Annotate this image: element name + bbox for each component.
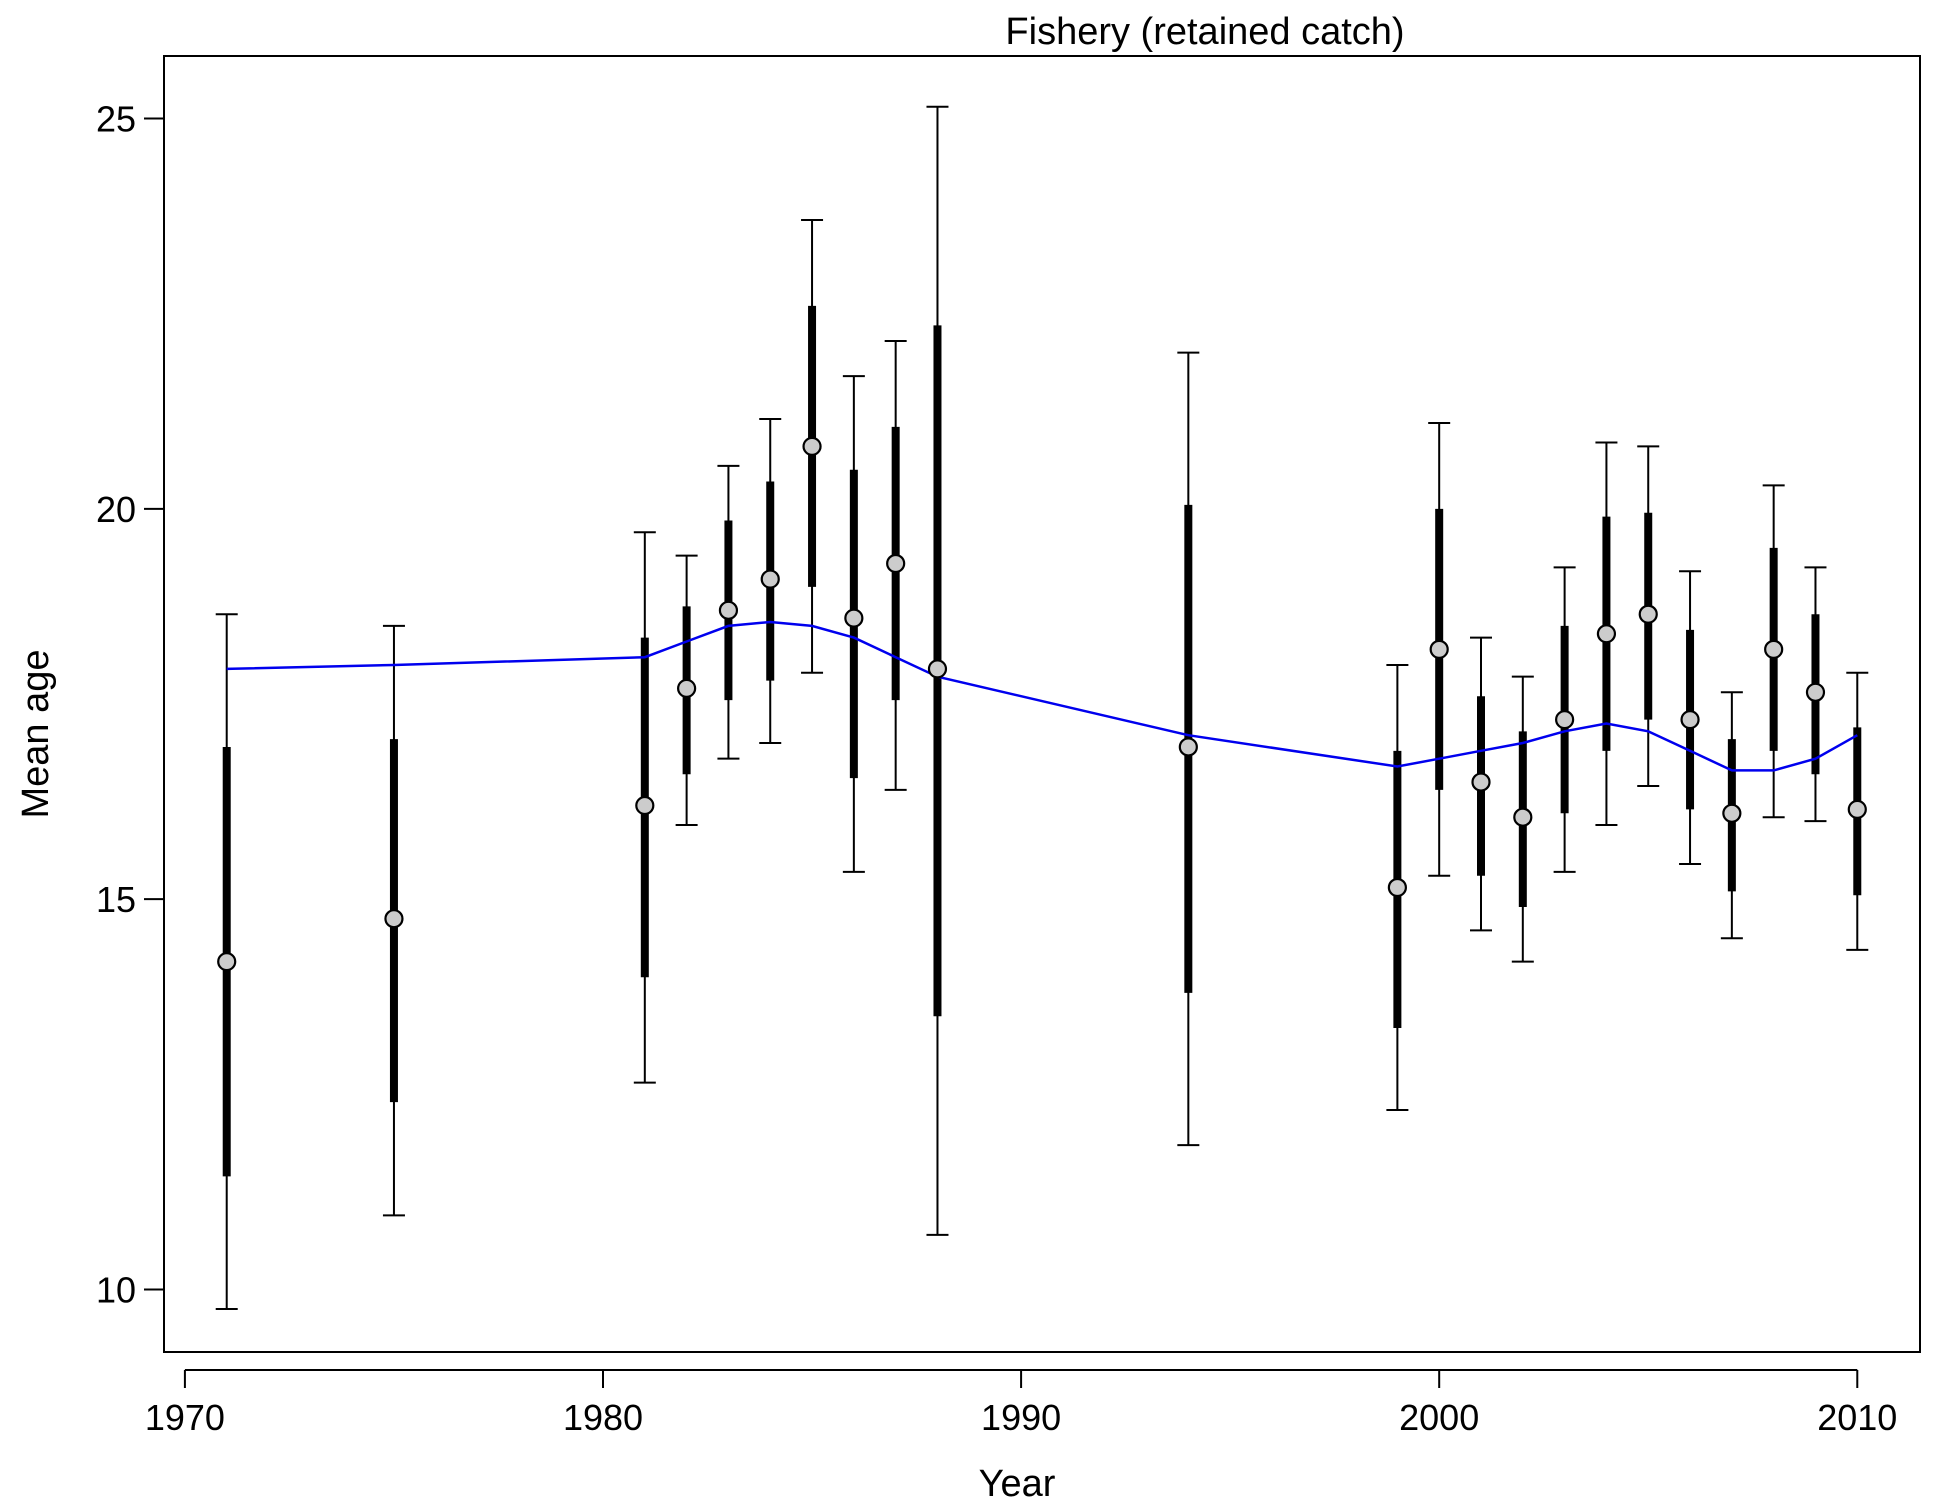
observed-point-1988 — [927, 659, 948, 679]
observed-point-2000 — [1429, 639, 1449, 659]
observed-point-2010 — [1847, 799, 1867, 819]
plot-frame — [163, 55, 1921, 1353]
x-tick-label-1980: 1980 — [563, 1397, 643, 1438]
observed-point-1975 — [384, 909, 404, 929]
expected-line-layer — [226, 620, 1858, 772]
observed-point-2009 — [1805, 682, 1826, 702]
observed-point-1985 — [802, 436, 822, 456]
x-axis: 1970 1980 1990 2000 2010 — [145, 1369, 1897, 1438]
y-tick-label-10: 10 — [96, 1270, 136, 1311]
observed-point-2003 — [1555, 710, 1575, 730]
observed-point-1987 — [886, 553, 906, 574]
observed-point-1982 — [677, 678, 697, 698]
y-tick-label-25: 25 — [96, 98, 136, 139]
x-tick-label-2000: 2000 — [1399, 1397, 1479, 1438]
y-axis-label: Mean age — [15, 649, 57, 818]
chart-title: Fishery (retained catch) — [1005, 11, 1404, 53]
expected-mean-age-line — [226, 620, 1858, 772]
x-axis-label: Year — [979, 1463, 1056, 1500]
observed-point-1994 — [1178, 737, 1198, 757]
observed-point-1983 — [718, 600, 739, 620]
observed-point-2008 — [1764, 639, 1784, 659]
x-tick-label-1970: 1970 — [145, 1397, 225, 1438]
y-tick-label-15: 15 — [96, 879, 136, 920]
observed-point-1999 — [1387, 877, 1407, 898]
x-tick-label-1990: 1990 — [981, 1397, 1061, 1438]
observed-point-2005 — [1638, 604, 1658, 624]
observed-point-2007 — [1722, 803, 1742, 823]
observed-point-2006 — [1680, 710, 1700, 730]
observed-point-2004 — [1596, 624, 1617, 644]
y-tick-label-20: 20 — [96, 489, 136, 530]
x-tick-label-2010: 2010 — [1817, 1397, 1897, 1438]
observed-point-1971 — [217, 952, 237, 972]
observed-points — [217, 436, 1867, 972]
y-axis: 10 15 20 25 — [96, 98, 164, 1311]
observed-point-1986 — [844, 608, 864, 628]
observed-point-2001 — [1471, 772, 1491, 792]
observed-point-1981 — [635, 795, 655, 816]
observed-point-1984 — [760, 569, 780, 589]
observed-point-2002 — [1513, 807, 1533, 827]
